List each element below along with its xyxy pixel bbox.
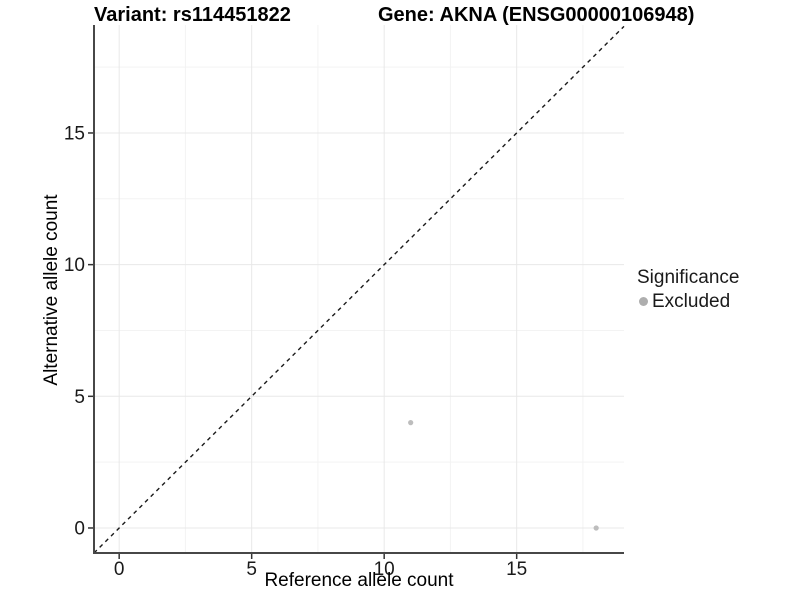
- excluded-point-icon: [639, 297, 648, 306]
- identity-dashed-line: [93, 25, 625, 554]
- x-tick-label: 5: [246, 559, 257, 580]
- x-tick-label: 15: [506, 559, 527, 580]
- y-tick-label: 5: [74, 387, 85, 408]
- y-tick-label: 0: [74, 518, 85, 539]
- gene-title: Gene: AKNA (ENSG00000106948): [378, 4, 695, 26]
- y-tick-label: 15: [64, 123, 85, 144]
- variant-title: Variant: rs114451822: [94, 4, 291, 26]
- legend-title: Significance: [637, 267, 740, 288]
- data-point: [408, 420, 414, 426]
- legend-item-label: Excluded: [652, 291, 731, 312]
- x-tick-label: 0: [114, 559, 125, 580]
- x-axis-title: Reference allele count: [264, 570, 454, 591]
- y-tick-label: 10: [64, 255, 85, 276]
- legend-item-excluded: Excluded: [639, 291, 739, 312]
- x-tick-label: 10: [374, 559, 395, 580]
- legend: Significance Excluded: [637, 266, 739, 312]
- y-axis-title: Alternative allele count: [41, 194, 62, 386]
- data-point: [593, 525, 599, 531]
